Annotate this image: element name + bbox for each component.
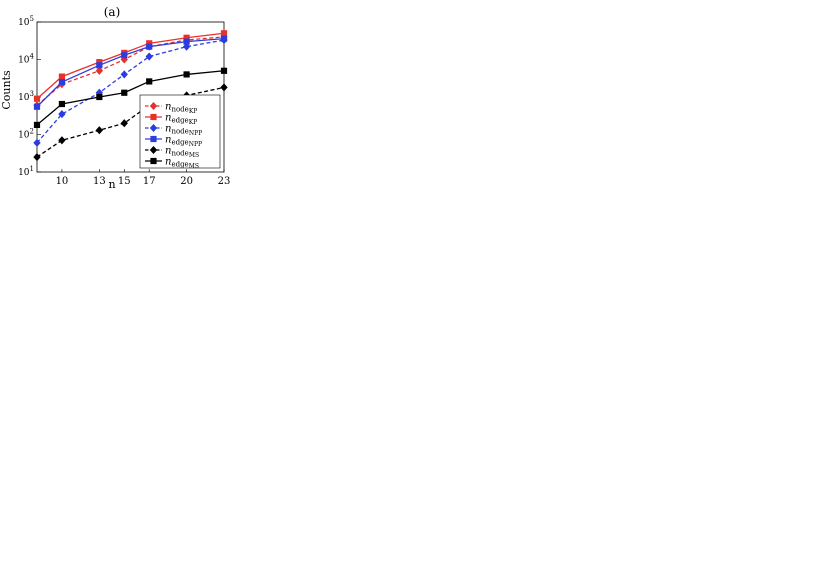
legend-label-n_node_KP: nnodeKP — [165, 102, 197, 116]
data-point-n_node_NPP — [120, 70, 128, 79]
legend-label-n_edge_NPP: nedgeNPP — [165, 135, 202, 149]
y-axis-label: Counts — [0, 70, 13, 110]
legend-marker-n_edge_MS — [150, 157, 157, 165]
x-ticks: 10 13 15 17 20 23 — [56, 169, 231, 187]
data-point-n_edge_NPP — [33, 103, 41, 110]
y-ticks: 101 102 103 104 105 — [18, 15, 41, 178]
data-point-n_node_NPP — [182, 42, 191, 51]
y-tick-label: 103 — [18, 90, 34, 103]
series-layer — [33, 30, 228, 162]
data-point-n_edge_MS — [121, 89, 128, 96]
legend-marker-n_edge_NPP — [150, 135, 157, 143]
data-point-n_node_NPP — [145, 52, 153, 61]
legend-marker-n_node_NPP — [149, 123, 158, 133]
legend-label-n_edge_KP: nedgeKP — [165, 113, 197, 127]
data-point-n_node_MS — [95, 126, 104, 135]
legend: nnodeKPnedgeKPnnodeNPPnedgeNPPnnodeMSned… — [139, 94, 221, 171]
legend-marker-n_edge_KP — [150, 113, 157, 121]
data-point-n_edge_KP — [33, 95, 41, 102]
y-tick-label: 104 — [18, 53, 34, 66]
data-point-n_edge_KP — [58, 73, 66, 80]
y-tick-label: 102 — [18, 128, 34, 141]
data-point-n_node_KP — [120, 55, 128, 64]
x-tick-label: 23 — [218, 176, 231, 187]
y-tick-label: 105 — [18, 15, 34, 28]
data-point-n_edge_MS — [183, 71, 190, 78]
data-point-n_edge_KP — [220, 30, 228, 37]
data-point-n_node_MS — [58, 136, 66, 145]
data-point-n_edge_MS — [146, 78, 153, 85]
data-point-n_edge_NPP — [121, 52, 128, 59]
legend-marker-n_node_KP — [149, 101, 158, 111]
data-point-n_edge_NPP — [220, 35, 228, 42]
x-tick-label: 13 — [93, 176, 106, 187]
data-point-n_edge_NPP — [58, 78, 66, 86]
legend-label-n_node_NPP: nnodeNPP — [165, 124, 202, 138]
data-point-n_edge_MS — [220, 67, 228, 74]
x-tick-label: 10 — [56, 176, 69, 187]
data-point-n_node_NPP — [58, 110, 66, 119]
data-point-n_node_NPP — [33, 138, 41, 147]
data-point-n_edge_MS — [96, 93, 103, 101]
x-axis-label: n — [108, 178, 115, 191]
data-point-n_edge_MS — [58, 100, 66, 108]
data-point-n_node_MS — [220, 83, 228, 92]
x-tick-label: 20 — [180, 176, 193, 187]
data-point-n_edge_MS — [33, 121, 41, 129]
data-point-n_edge_NPP — [96, 62, 103, 69]
panel-label-a: (a) — [104, 5, 121, 19]
legend-label-n_edge_MS: nedgeMS — [165, 157, 199, 171]
data-point-n_edge_NPP — [146, 43, 153, 50]
legend-label-n_node_MS: nnodeMS — [165, 146, 199, 160]
x-tick-label: 15 — [118, 176, 131, 187]
data-point-n_edge_NPP — [183, 38, 190, 45]
series-line-n_edge_KP — [36, 32, 225, 100]
x-tick-label: 17 — [143, 176, 156, 187]
data-point-n_node_KP — [95, 66, 104, 75]
y-tick-label: 101 — [18, 165, 34, 178]
legend-marker-n_node_MS — [149, 145, 158, 155]
data-point-n_node_MS — [120, 119, 128, 128]
data-point-n_node_MS — [33, 153, 41, 162]
